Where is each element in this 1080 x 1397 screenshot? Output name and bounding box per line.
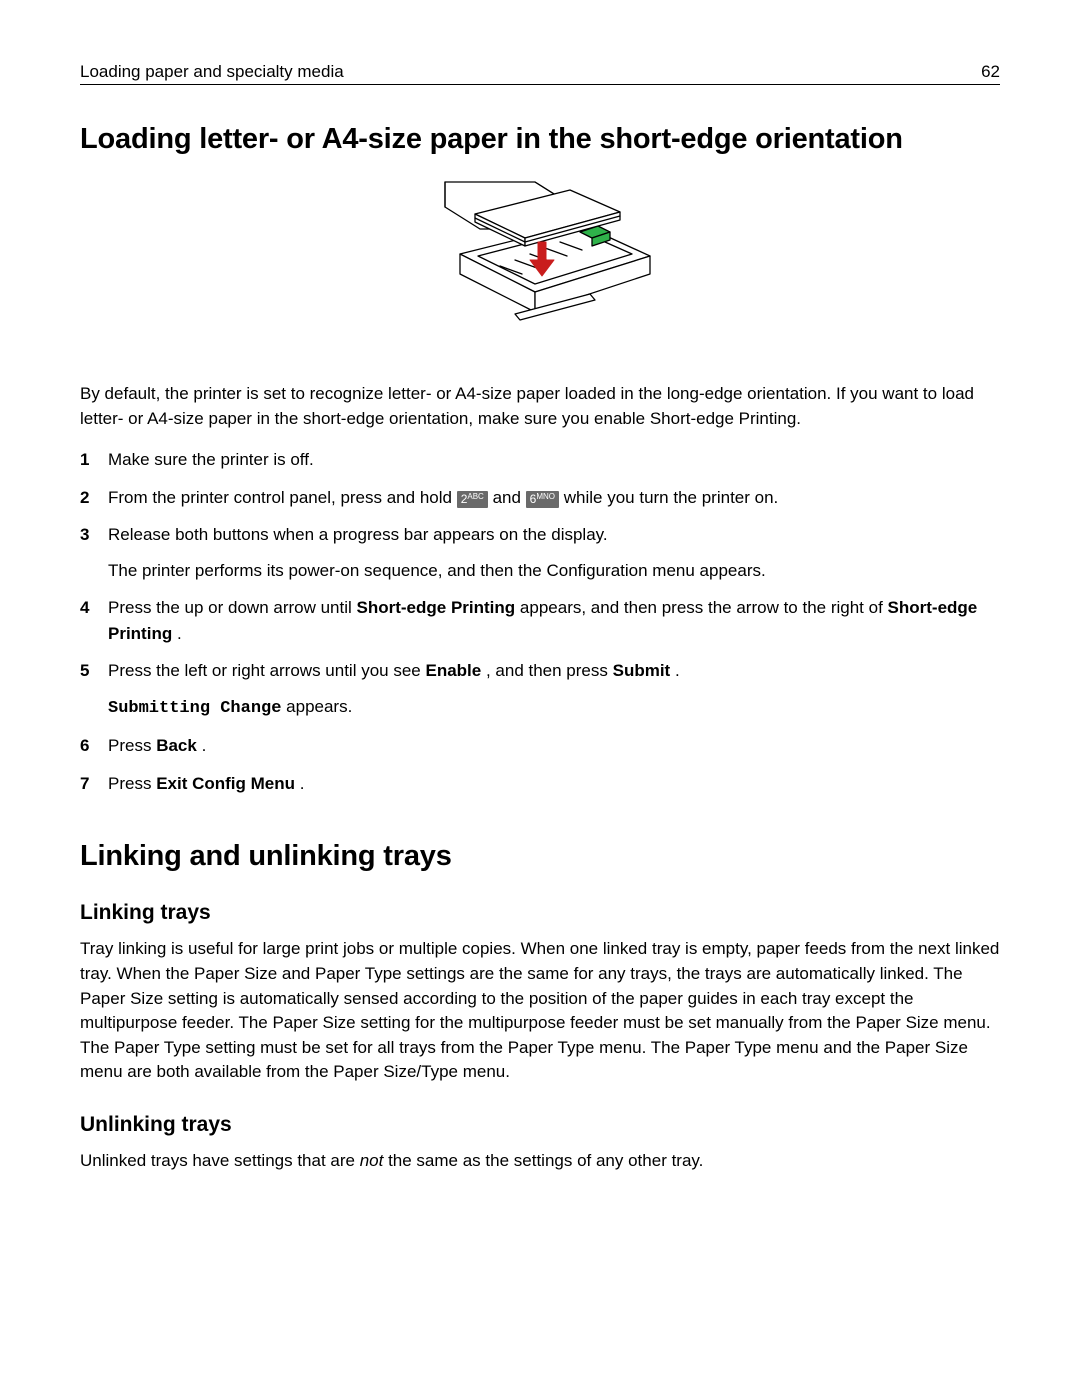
- step-6: Press Back .: [80, 733, 1000, 759]
- step-2-text-b: and: [493, 488, 526, 507]
- step-5-sub-tail: appears.: [281, 697, 352, 716]
- step-4: Press the up or down arrow until Short‑e…: [80, 595, 1000, 646]
- step-4-a: Press the up or down arrow until: [108, 598, 357, 617]
- step-5-sub: Submitting Change appears.: [108, 694, 1000, 722]
- step-4-d: .: [177, 624, 182, 643]
- step-5-a: Press the left or right arrows until you…: [108, 661, 425, 680]
- step-2-text-c: while you turn the printer on.: [564, 488, 779, 507]
- header-left: Loading paper and specialty media: [80, 62, 344, 82]
- step-2: From the printer control panel, press an…: [80, 485, 1000, 511]
- sub2-title: Unlinking trays: [80, 1113, 1000, 1137]
- sub2-em: not: [360, 1151, 384, 1170]
- keycap-2-icon: 2ABC: [457, 491, 488, 509]
- page: Loading paper and specialty media 62 Loa…: [0, 0, 1080, 1397]
- step-7-c: .: [300, 774, 305, 793]
- section2-body: Linking trays Tray linking is useful for…: [80, 901, 1000, 1173]
- section1-title: Loading letter‑ or A4‑size paper in the …: [80, 123, 1000, 156]
- step-6-b: Back: [156, 736, 197, 755]
- page-number: 62: [981, 62, 1000, 82]
- sub2-b: the same as the settings of any other tr…: [388, 1151, 703, 1170]
- step-6-c: .: [202, 736, 207, 755]
- step-5-sub-mono: Submitting Change: [108, 699, 281, 718]
- step-5-b2: Submit: [613, 661, 671, 680]
- section2-title: Linking and unlinking trays: [80, 840, 1000, 873]
- running-header: Loading paper and specialty media 62: [80, 62, 1000, 85]
- sub1-title: Linking trays: [80, 901, 1000, 925]
- step-5-d: .: [675, 661, 680, 680]
- step-6-a: Press: [108, 736, 156, 755]
- sub2-a: Unlinked trays have settings that are: [80, 1151, 360, 1170]
- step-7-a: Press: [108, 774, 156, 793]
- step-4-c: appears, and then press the arrow to the…: [520, 598, 888, 617]
- sub1-body: Tray linking is useful for large print j…: [80, 937, 1000, 1085]
- keycap-6-icon: 6MNO: [526, 491, 559, 509]
- step-3-text: Release both buttons when a progress bar…: [108, 525, 608, 544]
- step-5: Press the left or right arrows until you…: [80, 658, 1000, 721]
- tray-illustration: [420, 174, 660, 364]
- steps-list: Make sure the printer is off. From the p…: [80, 447, 1000, 796]
- step-2-text-a: From the printer control panel, press an…: [108, 488, 457, 507]
- step-4-b1: Short‑edge Printing: [357, 598, 516, 617]
- step-7: Press Exit Config Menu .: [80, 771, 1000, 797]
- step-1-text: Make sure the printer is off.: [108, 450, 314, 469]
- step-1: Make sure the printer is off.: [80, 447, 1000, 473]
- section1-intro: By default, the printer is set to recogn…: [80, 382, 1000, 431]
- step-5-c: , and then press: [486, 661, 613, 680]
- step-3: Release both buttons when a progress bar…: [80, 522, 1000, 583]
- step-7-b: Exit Config Menu: [156, 774, 295, 793]
- sub2-body: Unlinked trays have settings that are no…: [80, 1149, 1000, 1174]
- step-5-b1: Enable: [425, 661, 481, 680]
- step-3-sub: The printer performs its power‑on sequen…: [108, 558, 1000, 584]
